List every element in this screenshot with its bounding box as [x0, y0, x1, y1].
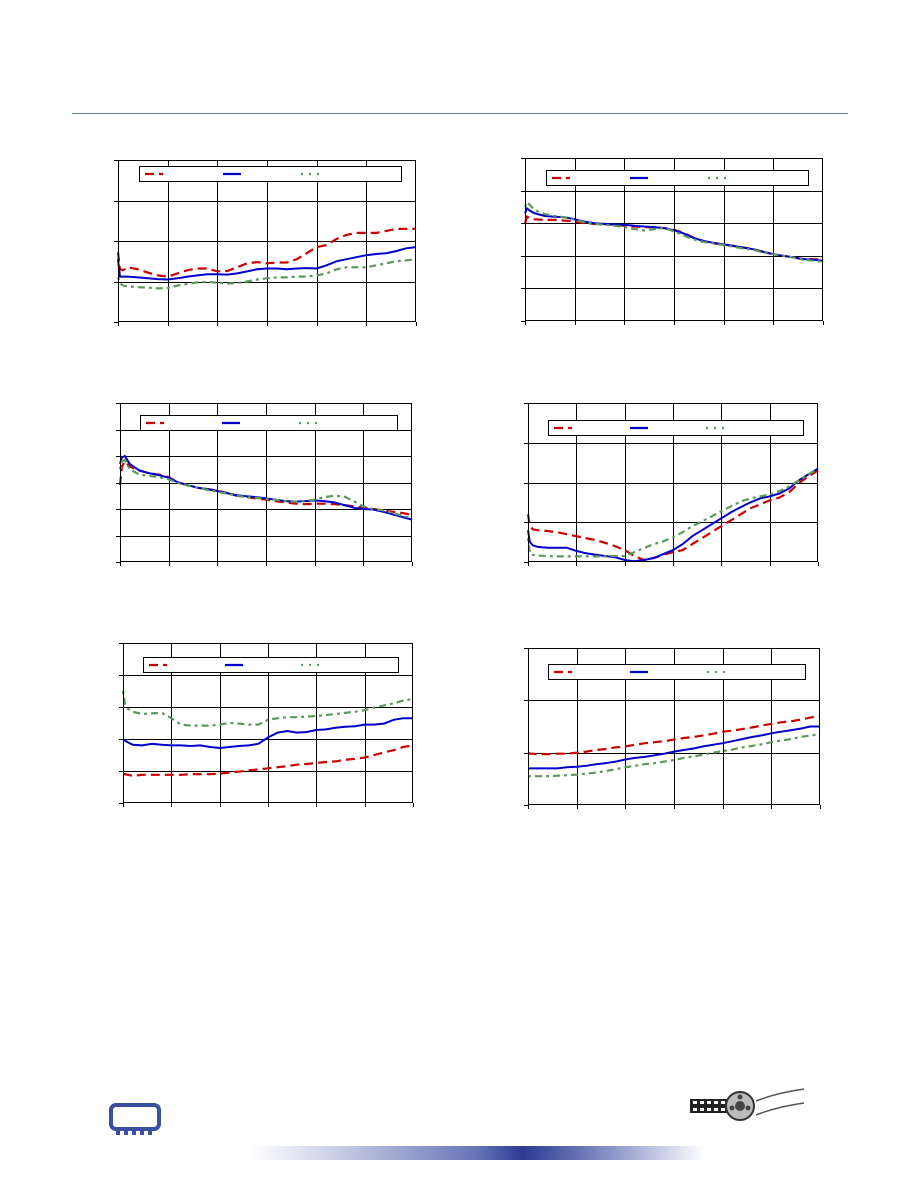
- plot-frame: [528, 403, 818, 562]
- series-line-1: [123, 744, 414, 777]
- header-rule: [72, 113, 848, 114]
- series-line-1: [526, 469, 819, 562]
- legend-box: [548, 420, 804, 436]
- chart-panel-6: [524, 648, 821, 809]
- series-line-1: [118, 459, 413, 516]
- chart-4: [524, 403, 819, 566]
- axis-ticks: [116, 403, 413, 566]
- series-line-1: [116, 227, 416, 278]
- series-line-2: [524, 206, 824, 262]
- axis-ticks: [524, 648, 821, 809]
- legend: [139, 166, 402, 182]
- chart-panel-2: [521, 158, 824, 325]
- chart-5: [119, 643, 414, 807]
- legend-box: [546, 170, 809, 186]
- axis-ticks: [114, 160, 417, 326]
- legend-box: [139, 166, 402, 182]
- series-line-3: [121, 690, 414, 727]
- series-line-3: [528, 733, 821, 778]
- chart-3: [116, 403, 413, 566]
- legend: [140, 415, 398, 431]
- legend-box: [140, 415, 398, 431]
- series-line-2: [117, 246, 417, 281]
- series-line-3: [116, 258, 417, 290]
- footer-gradient-bar: [250, 1146, 705, 1160]
- chart-panel-5: [119, 643, 414, 807]
- axis-ticks: [524, 403, 819, 566]
- legend-box: [143, 657, 399, 673]
- series-line-1: [527, 714, 821, 756]
- plot-frame: [528, 648, 820, 805]
- series-line-2: [528, 725, 820, 770]
- legend-box: [548, 664, 806, 680]
- legend: [548, 664, 806, 680]
- plot-frame: [123, 643, 413, 803]
- chart-1: [114, 160, 417, 326]
- plot-frame: [120, 403, 412, 562]
- series-line-2: [122, 717, 413, 750]
- chip-logo-icon: [107, 1103, 163, 1142]
- plot-frame: [525, 158, 823, 321]
- chart-6: [524, 648, 821, 809]
- chart-2: [521, 158, 824, 325]
- plot-frame: [118, 160, 416, 322]
- legend: [143, 657, 399, 673]
- series-line-3: [118, 458, 413, 520]
- chart-panel-1: [114, 160, 417, 326]
- axis-ticks: [119, 643, 414, 807]
- series-line-2: [527, 467, 819, 563]
- axis-ticks: [521, 158, 824, 325]
- legend: [546, 170, 809, 186]
- gridlines: [118, 160, 416, 322]
- legend: [548, 420, 804, 436]
- chart-panel-4: [524, 403, 819, 566]
- chart-panel-3: [116, 403, 413, 566]
- film-reel-logo-icon: [690, 1085, 810, 1140]
- series-line-3: [526, 467, 819, 558]
